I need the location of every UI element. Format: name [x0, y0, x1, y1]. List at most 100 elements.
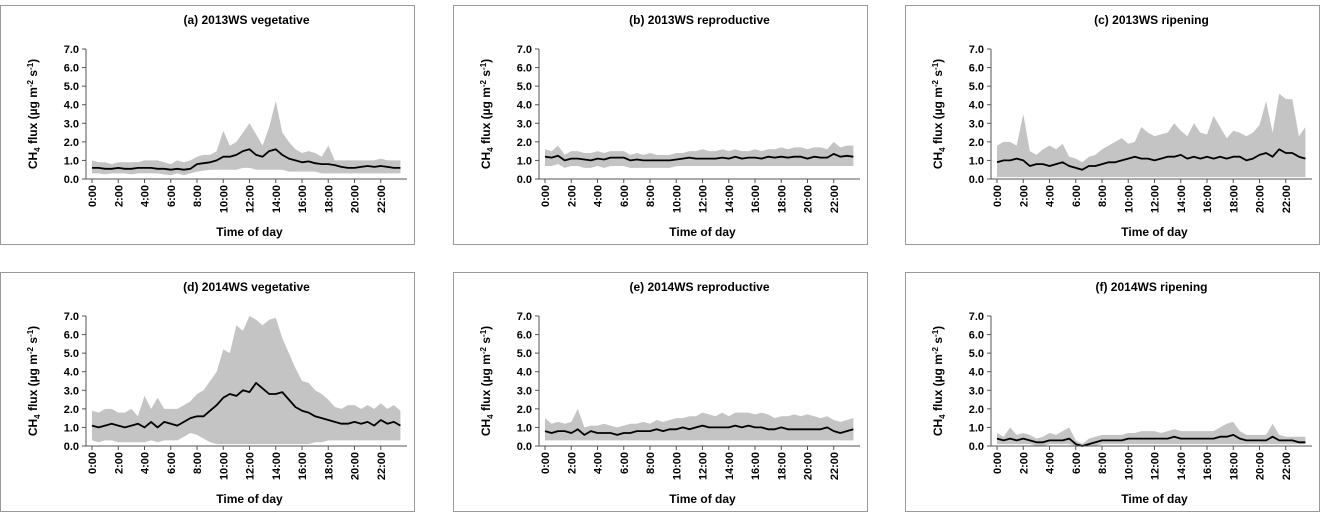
- chart-title: (f) 2014WS ripening: [1095, 280, 1207, 294]
- y-tick-label: 3.0: [969, 385, 984, 397]
- x-axis-title: Time of day: [216, 492, 283, 506]
- mean-line: [996, 148, 1306, 171]
- x-tick-label: 6:00: [166, 452, 178, 474]
- y-tick-label: 6.0: [969, 63, 984, 75]
- x-tick-label: 22:00: [1281, 452, 1293, 480]
- y-tick-label: 7.0: [969, 311, 984, 323]
- x-tick-label: 4:00: [593, 185, 605, 207]
- chart-svg: (c) 2013WS ripening 0.0 1.0 2.0 3.0 4.0 5.0 6.0…: [931, 13, 1312, 239]
- x-tick-label: 0:00: [540, 452, 552, 474]
- x-tick-label: 18:00: [1228, 452, 1240, 480]
- y-tick-label: 7.0: [969, 44, 984, 56]
- y-tick-label: 3.0: [64, 385, 79, 397]
- y-tick-label: 4.0: [517, 100, 532, 112]
- y-tick-label: 5.0: [64, 348, 79, 360]
- y-tick-label: 5.0: [64, 81, 79, 93]
- x-tick-label: 4:00: [1045, 452, 1057, 474]
- chart-panel-f: (f) 2014WS ripening 0.0 1.0 2.0 3.0 4.0 5.0 6.0…: [905, 272, 1320, 512]
- y-tick-label: 4.0: [517, 367, 532, 379]
- x-tick-label: 20:00: [803, 452, 815, 480]
- x-tick-label: 16:00: [750, 185, 762, 213]
- y-tick-label: 0.0: [517, 174, 532, 186]
- y-tick-label: 3.0: [517, 118, 532, 130]
- chart-svg: (a) 2013WS vegetative 0.0 1.0 2.0 3.0 4.0 5.0 6…: [26, 13, 407, 239]
- panel-frame: [905, 5, 1320, 245]
- y-tick-label: 5.0: [517, 348, 532, 360]
- y-tick-label: 6.0: [969, 330, 984, 342]
- y-tick-label: 7.0: [517, 311, 532, 323]
- y-tick-label: 3.0: [64, 118, 79, 130]
- x-tick-label: 16:00: [1202, 185, 1214, 213]
- range-band: [997, 421, 1306, 446]
- x-tick-label: 8:00: [192, 452, 204, 474]
- mean-line: [91, 382, 401, 429]
- chart-title: (e) 2014WS reproductive: [629, 280, 769, 294]
- x-tick-label: 18:00: [323, 185, 335, 213]
- y-tick-label: 2.0: [517, 404, 532, 416]
- x-tick-label: 10:00: [1123, 185, 1135, 213]
- x-tick-label: 2:00: [113, 185, 125, 207]
- mean-line: [996, 434, 1306, 447]
- x-tick-label: 12:00: [245, 452, 257, 480]
- chart-panel-b: (b) 2013WS reproductive 0.0 1.0 2.0 3.0 4.0 5.…: [453, 5, 868, 245]
- y-tick-label: 1.0: [969, 155, 984, 167]
- x-tick-label: 4:00: [593, 452, 605, 474]
- x-tick-label: 0:00: [87, 185, 99, 207]
- y-tick-label: 0.0: [64, 441, 79, 453]
- x-tick-label: 0:00: [87, 452, 99, 474]
- chart-title: (c) 2013WS ripening: [1094, 13, 1209, 27]
- y-tick-label: 1.0: [969, 422, 984, 434]
- y-tick-label: 1.0: [64, 155, 79, 167]
- x-tick-label: 20:00: [1255, 185, 1267, 213]
- y-tick-label: 6.0: [517, 330, 532, 342]
- x-tick-label: 18:00: [776, 452, 788, 480]
- y-axis-title: CH4 flux (µg m-2 s-1): [479, 326, 495, 436]
- x-tick-label: 22:00: [376, 452, 388, 480]
- x-tick-label: 10:00: [1123, 452, 1135, 480]
- y-tick-label: 1.0: [517, 155, 532, 167]
- y-tick-label: 0.0: [969, 441, 984, 453]
- y-axis-title: CH4 flux (µg m-2 s-1): [479, 59, 495, 169]
- chart-title: (b) 2013WS reproductive: [629, 13, 770, 27]
- range-band: [997, 93, 1306, 178]
- x-tick-label: 8:00: [1097, 452, 1109, 474]
- range-band: [545, 408, 854, 441]
- panel-frame: [0, 5, 415, 245]
- y-axis-title: CH4 flux (µg m-2 s-1): [26, 326, 42, 436]
- x-tick-label: 20:00: [350, 185, 362, 213]
- mean-line: [92, 148, 401, 171]
- y-tick-label: 5.0: [969, 348, 984, 360]
- chart-title: (a) 2013WS vegetative: [183, 13, 309, 27]
- x-tick-label: 8:00: [645, 452, 657, 474]
- x-tick-label: 14:00: [724, 452, 736, 480]
- x-tick-label: 10:00: [218, 185, 230, 213]
- x-tick-label: 12:00: [245, 185, 257, 213]
- y-tick-label: 6.0: [64, 330, 79, 342]
- x-tick-label: 4:00: [140, 452, 152, 474]
- x-tick-label: 20:00: [350, 452, 362, 480]
- chart-panel-e: (e) 2014WS reproductive 0.0 1.0 2.0 3.0 4.0 5.…: [453, 272, 868, 512]
- x-tick-label: 16:00: [1202, 452, 1214, 480]
- x-tick-label: 20:00: [1255, 452, 1267, 480]
- x-tick-label: 14:00: [1176, 452, 1188, 480]
- y-tick-label: 6.0: [517, 63, 532, 75]
- y-tick-label: 2.0: [517, 137, 532, 149]
- y-tick-label: 2.0: [969, 137, 984, 149]
- y-tick-label: 3.0: [969, 118, 984, 130]
- y-tick-label: 2.0: [64, 404, 79, 416]
- x-tick-label: 10:00: [671, 452, 683, 480]
- y-tick-label: 4.0: [64, 100, 79, 112]
- x-tick-label: 14:00: [724, 185, 736, 213]
- x-axis-title: Time of day: [669, 225, 736, 239]
- x-tick-label: 12:00: [698, 452, 710, 480]
- x-tick-label: 10:00: [671, 185, 683, 213]
- chart-panel-d: (d) 2014WS vegetative 0.0 1.0 2.0 3.0 4.0 5.0 6…: [0, 272, 415, 512]
- x-axis-title: Time of day: [1121, 492, 1188, 506]
- x-axis-title: Time of day: [1121, 225, 1188, 239]
- y-axis-title: CH4 flux (µg m-2 s-1): [931, 326, 947, 436]
- x-tick-label: 4:00: [1045, 185, 1057, 207]
- y-tick-label: 1.0: [517, 422, 532, 434]
- x-tick-label: 16:00: [750, 452, 762, 480]
- x-axis-title: Time of day: [216, 225, 283, 239]
